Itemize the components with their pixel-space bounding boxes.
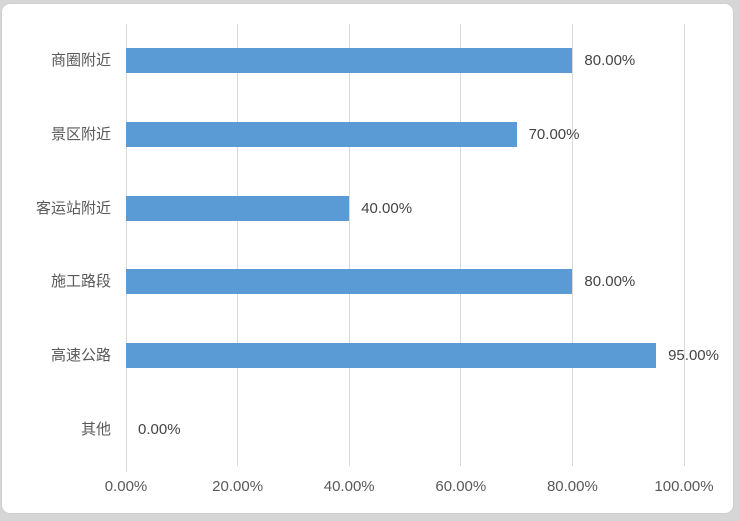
category-label: 景区附近 xyxy=(50,125,111,143)
data-label: 0.00% xyxy=(138,420,181,438)
bar-row: 景区附近 70.00% xyxy=(51,98,684,172)
gridline xyxy=(460,24,462,466)
chart-panel: 0.00% 20.00% 40.00% 60.00% 80.00% 100.00% 商圈附近… xyxy=(1,3,734,514)
x-axis-tick-label: 40.00% xyxy=(323,478,375,495)
category-label: 高速公路 xyxy=(50,346,111,364)
data-label: 70.00% xyxy=(528,125,580,143)
data-label: 40.00% xyxy=(361,199,413,217)
gridline xyxy=(348,24,350,466)
category-label: 客运站附近 xyxy=(35,199,111,217)
bar xyxy=(126,269,573,295)
category-label: 施工路段 xyxy=(50,273,111,291)
bar xyxy=(126,48,573,74)
plot-area: 0.00% 20.00% 40.00% 60.00% 80.00% 100.00% 商圈附近… xyxy=(36,24,719,494)
data-label: 95.00% xyxy=(668,346,719,364)
bar xyxy=(126,342,657,368)
gridline xyxy=(237,24,239,466)
gridline xyxy=(683,24,685,466)
bar xyxy=(126,195,350,221)
gridline xyxy=(571,24,573,466)
value-axis-line xyxy=(125,24,127,472)
x-axis-tick-label: 60.00% xyxy=(435,478,487,495)
category-label: 其他 xyxy=(80,420,111,438)
x-axis-tick-label: 0.00% xyxy=(104,478,148,495)
bar-row: 客运站附近 40.00% xyxy=(36,171,684,245)
bar-row: 其他 0.00% xyxy=(81,392,684,466)
x-axis-tick-label: 100.00% xyxy=(654,478,714,495)
bar-row: 施工路段 80.00% xyxy=(51,245,684,319)
category-label: 商圈附近 xyxy=(50,52,111,70)
data-label: 80.00% xyxy=(584,273,636,291)
x-axis-tick-label: 80.00% xyxy=(546,478,598,495)
x-axis-tick-label: 20.00% xyxy=(212,478,264,495)
bar xyxy=(126,121,517,147)
bar-row: 高速公路 95.00% xyxy=(51,319,719,393)
data-label: 80.00% xyxy=(584,52,636,70)
bar-row: 商圈附近 80.00% xyxy=(51,24,684,98)
